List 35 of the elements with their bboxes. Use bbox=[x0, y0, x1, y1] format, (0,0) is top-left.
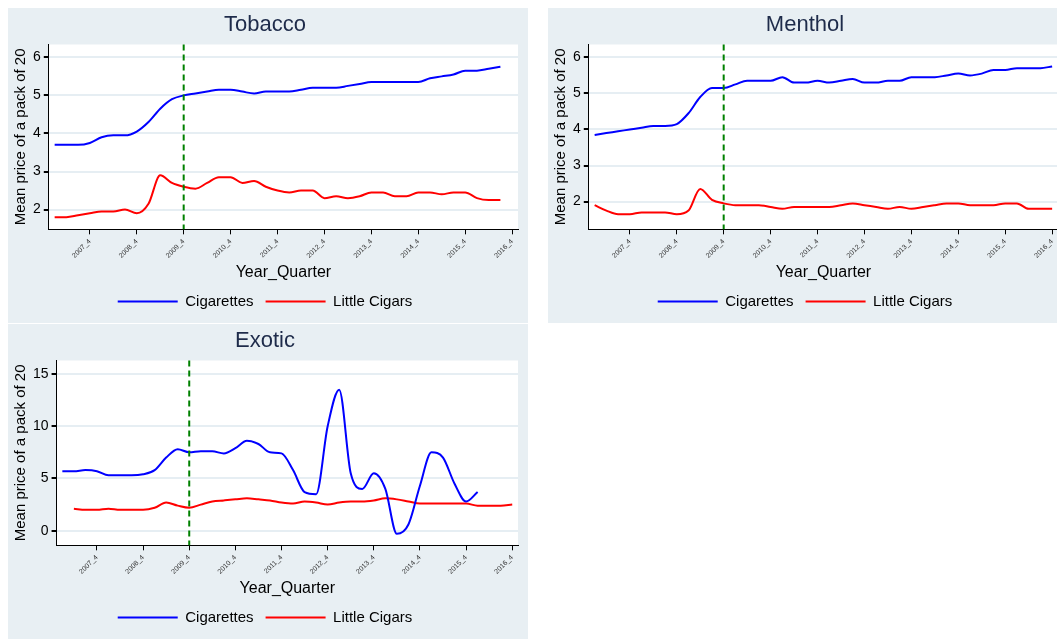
legend-label: Little Cigars bbox=[333, 291, 413, 309]
y-tick-label: 2 bbox=[572, 192, 581, 209]
y-tick-label: 4 bbox=[572, 120, 581, 137]
legend-label: Little Cigars bbox=[333, 607, 413, 625]
legend-label: Cigarettes bbox=[725, 291, 794, 309]
y-axis-title: Mean price of a pack of 20 bbox=[551, 48, 569, 226]
y-tick-label: 3 bbox=[572, 156, 581, 173]
line-series bbox=[593, 187, 1054, 216]
chart-title: Menthol bbox=[765, 11, 845, 37]
y-tick-label: 2 bbox=[32, 200, 41, 217]
line-series bbox=[593, 65, 1054, 136]
y-tick-label: 5 bbox=[32, 86, 41, 103]
legend-label: Cigarettes bbox=[185, 607, 254, 625]
y-tick-label: 5 bbox=[572, 84, 581, 101]
legend-label: Little Cigars bbox=[873, 291, 953, 309]
line-series bbox=[53, 65, 502, 146]
legend-label: Cigarettes bbox=[185, 291, 254, 309]
y-tick-label: 6 bbox=[572, 48, 581, 65]
x-axis-title: Year_Quarter bbox=[775, 262, 872, 281]
y-tick-label: 4 bbox=[32, 124, 41, 141]
line-series bbox=[53, 174, 502, 219]
line-series bbox=[72, 497, 514, 511]
y-tick-label: 10 bbox=[32, 417, 49, 434]
x-axis-title: Year_Quarter bbox=[235, 262, 332, 281]
chart-title: Tobacco bbox=[224, 11, 306, 37]
y-tick-label: 15 bbox=[32, 364, 49, 381]
y-tick-label: 5 bbox=[40, 469, 49, 486]
chart-title: Exotic bbox=[235, 327, 295, 353]
y-tick-label: 6 bbox=[32, 48, 41, 65]
x-axis-title: Year_Quarter bbox=[239, 578, 336, 597]
y-axis-title: Mean price of a pack of 20 bbox=[11, 48, 29, 226]
y-tick-label: 3 bbox=[32, 162, 41, 179]
y-tick-label: 0 bbox=[40, 521, 49, 538]
line-series bbox=[61, 388, 479, 535]
y-axis-title: Mean price of a pack of 20 bbox=[11, 364, 29, 542]
